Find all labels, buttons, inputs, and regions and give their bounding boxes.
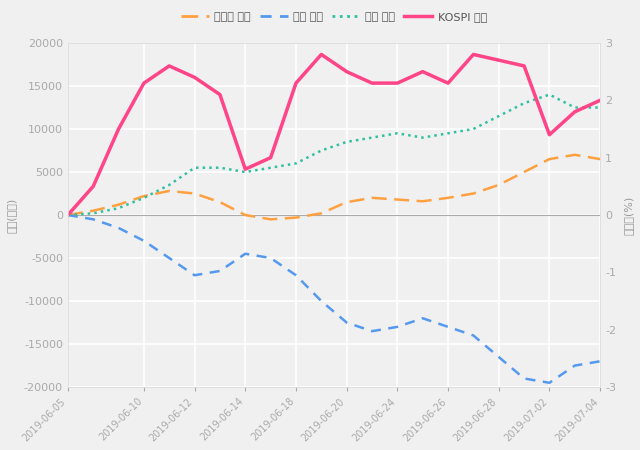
개인 누적 — [394, 324, 401, 329]
기관 누적 — [216, 165, 224, 171]
개인 누적 — [140, 238, 148, 243]
개인 누적 — [571, 363, 579, 368]
기관 누적 — [140, 195, 148, 201]
기관 누적 — [191, 165, 198, 171]
KOSPI 누적 — [90, 184, 97, 189]
개인 누적 — [64, 212, 72, 218]
외국인 누적 — [241, 212, 249, 218]
기관 누적 — [368, 135, 376, 140]
Line: 기관 누적: 기관 누적 — [68, 94, 600, 215]
외국인 누적 — [64, 212, 72, 218]
Line: KOSPI 누적: KOSPI 누적 — [68, 54, 600, 215]
기관 누적 — [115, 206, 122, 211]
KOSPI 누적 — [115, 126, 122, 132]
Legend: 외국인 누적, 개인 누적, 기관 누적, KOSPI 누적: 외국인 누적, 개인 누적, 기관 누적, KOSPI 누적 — [177, 7, 492, 26]
기관 누적 — [90, 211, 97, 216]
기관 누적 — [545, 92, 553, 97]
기관 누적 — [419, 135, 426, 140]
개인 누적 — [343, 320, 351, 325]
개인 누적 — [495, 354, 502, 360]
기관 누적 — [495, 113, 502, 119]
개인 누적 — [444, 324, 452, 329]
KOSPI 누적 — [241, 166, 249, 172]
개인 누적 — [596, 359, 604, 364]
개인 누적 — [317, 298, 325, 304]
외국인 누적 — [368, 195, 376, 201]
KOSPI 누적 — [292, 81, 300, 86]
외국인 누적 — [140, 194, 148, 199]
개인 누적 — [292, 273, 300, 278]
개인 누적 — [520, 376, 528, 381]
Y-axis label: 금액(억원): 금액(억원) — [7, 198, 17, 233]
외국인 누적 — [216, 199, 224, 205]
KOSPI 누적 — [495, 58, 502, 63]
기관 누적 — [241, 169, 249, 175]
KOSPI 누적 — [267, 155, 275, 160]
외국인 누적 — [165, 188, 173, 194]
외국인 누적 — [470, 191, 477, 196]
개인 누적 — [216, 268, 224, 274]
기관 누적 — [343, 139, 351, 144]
기관 누적 — [520, 100, 528, 106]
KOSPI 누적 — [571, 109, 579, 114]
외국인 누적 — [317, 211, 325, 216]
KOSPI 누적 — [520, 63, 528, 68]
KOSPI 누적 — [165, 63, 173, 68]
KOSPI 누적 — [394, 81, 401, 86]
외국인 누적 — [419, 198, 426, 204]
외국인 누적 — [115, 202, 122, 207]
외국인 누적 — [545, 157, 553, 162]
KOSPI 누적 — [545, 132, 553, 137]
KOSPI 누적 — [419, 69, 426, 74]
Line: 개인 누적: 개인 누적 — [68, 215, 600, 383]
개인 누적 — [191, 273, 198, 278]
KOSPI 누적 — [596, 98, 604, 103]
외국인 누적 — [571, 152, 579, 158]
기관 누적 — [64, 212, 72, 218]
기관 누적 — [267, 165, 275, 171]
외국인 누적 — [495, 182, 502, 188]
Y-axis label: 수익률(%): 수익률(%) — [623, 195, 633, 234]
KOSPI 누적 — [343, 69, 351, 74]
외국인 누적 — [343, 199, 351, 205]
개인 누적 — [545, 380, 553, 386]
개인 누적 — [368, 328, 376, 334]
기관 누적 — [571, 105, 579, 110]
기관 누적 — [317, 148, 325, 153]
외국인 누적 — [394, 197, 401, 202]
KOSPI 누적 — [470, 52, 477, 57]
외국인 누적 — [292, 215, 300, 220]
개인 누적 — [165, 255, 173, 261]
KOSPI 누적 — [140, 81, 148, 86]
개인 누적 — [419, 315, 426, 321]
외국인 누적 — [267, 216, 275, 222]
KOSPI 누적 — [368, 81, 376, 86]
개인 누적 — [470, 333, 477, 338]
개인 누적 — [241, 251, 249, 256]
외국인 누적 — [444, 195, 452, 201]
외국인 누적 — [596, 157, 604, 162]
기관 누적 — [444, 130, 452, 136]
외국인 누적 — [90, 208, 97, 213]
개인 누적 — [267, 255, 275, 261]
기관 누적 — [165, 182, 173, 188]
개인 누적 — [90, 216, 97, 222]
KOSPI 누적 — [191, 75, 198, 80]
기관 누적 — [292, 161, 300, 166]
기관 누적 — [596, 105, 604, 110]
KOSPI 누적 — [64, 212, 72, 218]
KOSPI 누적 — [444, 81, 452, 86]
KOSPI 누적 — [317, 52, 325, 57]
개인 누적 — [115, 225, 122, 231]
외국인 누적 — [520, 169, 528, 175]
기관 누적 — [470, 126, 477, 132]
외국인 누적 — [191, 191, 198, 196]
KOSPI 누적 — [216, 92, 224, 97]
기관 누적 — [394, 130, 401, 136]
Line: 외국인 누적: 외국인 누적 — [68, 155, 600, 219]
